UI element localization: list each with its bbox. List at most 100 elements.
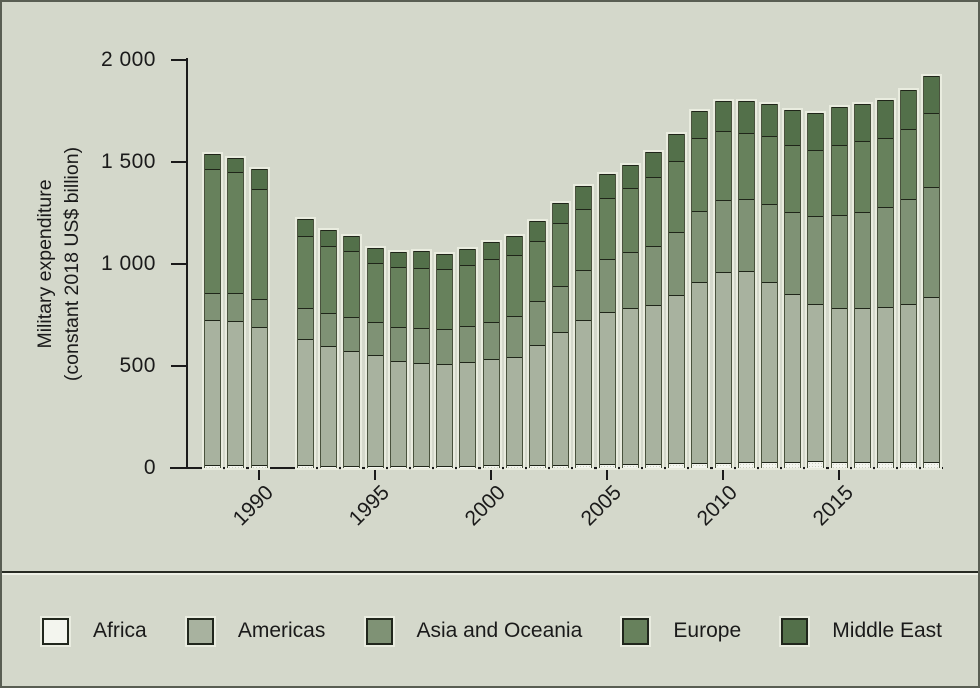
segment-middle-east: [390, 252, 406, 268]
segment-europe: [529, 240, 545, 301]
segment-americas: [228, 321, 244, 465]
segment-africa: [901, 462, 917, 468]
segment-asia-and-oceania: [877, 207, 893, 307]
segment-americas: [506, 357, 522, 465]
x-tick-2000: [490, 469, 492, 480]
segment-americas: [553, 332, 569, 465]
segment-middle-east: [529, 220, 545, 241]
bar-2005: [598, 173, 616, 468]
bar-2013: [784, 110, 802, 468]
bar-2012: [760, 104, 778, 468]
bar-2001: [505, 235, 523, 468]
y-tick-1000: [171, 263, 187, 265]
segment-middle-east: [599, 173, 615, 198]
africa-swatch-icon: [42, 617, 69, 645]
segment-europe: [205, 168, 221, 293]
segment-americas: [645, 304, 661, 464]
bar-2017: [876, 100, 894, 468]
segment-asia-and-oceania: [228, 292, 244, 322]
segment-middle-east: [761, 104, 777, 136]
segment-americas: [390, 361, 406, 466]
segment-africa: [877, 461, 893, 468]
segment-europe: [785, 145, 801, 212]
segment-africa: [251, 465, 267, 468]
segment-asia-and-oceania: [576, 270, 592, 320]
segment-americas: [529, 344, 545, 465]
segment-asia-and-oceania: [669, 231, 685, 296]
segment-europe: [692, 137, 708, 212]
segment-africa: [924, 461, 940, 468]
segment-europe: [437, 269, 453, 329]
segment-africa: [205, 464, 221, 468]
segment-middle-east: [924, 75, 940, 114]
bar-1997: [412, 251, 430, 468]
y-tick-label-500: 500: [119, 354, 156, 377]
segment-asia-and-oceania: [645, 245, 661, 305]
segment-africa: [483, 465, 499, 468]
bar-2019: [923, 75, 941, 468]
bar-2009: [691, 110, 709, 468]
segment-americas: [808, 304, 824, 462]
segment-africa: [831, 461, 847, 468]
segment-asia-and-oceania: [738, 198, 754, 272]
segment-americas: [831, 308, 847, 462]
y-axis-title-line2: (constant 2018 US$ billion): [61, 146, 83, 382]
segment-asia-and-oceania: [831, 214, 847, 309]
segment-asia-and-oceania: [761, 204, 777, 282]
bar-2018: [900, 90, 918, 468]
segment-europe: [715, 131, 731, 200]
bar-2007: [644, 152, 662, 468]
bar-1990: [250, 168, 268, 468]
bar-1988: [204, 153, 222, 468]
bar-2008: [668, 134, 686, 468]
segment-africa: [645, 463, 661, 468]
segment-asia-and-oceania: [297, 308, 313, 339]
x-tick-1995: [374, 469, 376, 480]
segment-middle-east: [344, 236, 360, 252]
segment-asia-and-oceania: [715, 199, 731, 273]
bar-1995: [366, 248, 384, 468]
segment-africa: [622, 464, 638, 468]
segment-middle-east: [692, 110, 708, 138]
segment-middle-east: [785, 110, 801, 146]
bar-1992: [296, 219, 314, 468]
segment-americas: [205, 320, 221, 465]
segment-africa: [715, 462, 731, 468]
segment-asia-and-oceania: [529, 300, 545, 345]
y-axis-line: [186, 58, 188, 469]
segment-middle-east: [553, 203, 569, 223]
y-tick-label-0: 0: [143, 456, 156, 479]
segment-europe: [877, 138, 893, 208]
segment-americas: [669, 295, 685, 464]
bar-1998: [436, 253, 454, 468]
segment-africa: [761, 461, 777, 468]
segment-europe: [761, 135, 777, 205]
legend-item-asia-and-oceania: Asia and Oceania: [365, 617, 583, 645]
segment-americas: [738, 271, 754, 463]
segment-asia-and-oceania: [413, 328, 429, 363]
y-tick-2000: [171, 59, 187, 61]
segment-americas: [692, 281, 708, 464]
segment-africa: [553, 464, 569, 468]
segment-europe: [669, 160, 685, 232]
y-tick-1500: [171, 161, 187, 163]
legend-label-asia-and-oceania: Asia and Oceania: [416, 619, 583, 642]
segment-europe: [367, 262, 383, 323]
segment-africa: [321, 465, 337, 468]
legend: Africa Americas Asia and Oceania Europe …: [42, 614, 942, 648]
segment-asia-and-oceania: [808, 216, 824, 305]
legend-item-africa: Africa: [42, 617, 147, 645]
segment-europe: [321, 246, 337, 314]
segment-americas: [785, 294, 801, 462]
x-tick-1990: [258, 469, 260, 480]
segment-asia-and-oceania: [901, 199, 917, 305]
segment-middle-east: [808, 112, 824, 151]
legend-label-americas: Americas: [237, 619, 326, 642]
segment-asia-and-oceania: [437, 328, 453, 364]
bar-1993: [320, 230, 338, 468]
bar-2000: [482, 241, 500, 468]
segment-europe: [344, 251, 360, 317]
segment-asia-and-oceania: [599, 258, 615, 313]
segment-asia-and-oceania: [367, 322, 383, 356]
